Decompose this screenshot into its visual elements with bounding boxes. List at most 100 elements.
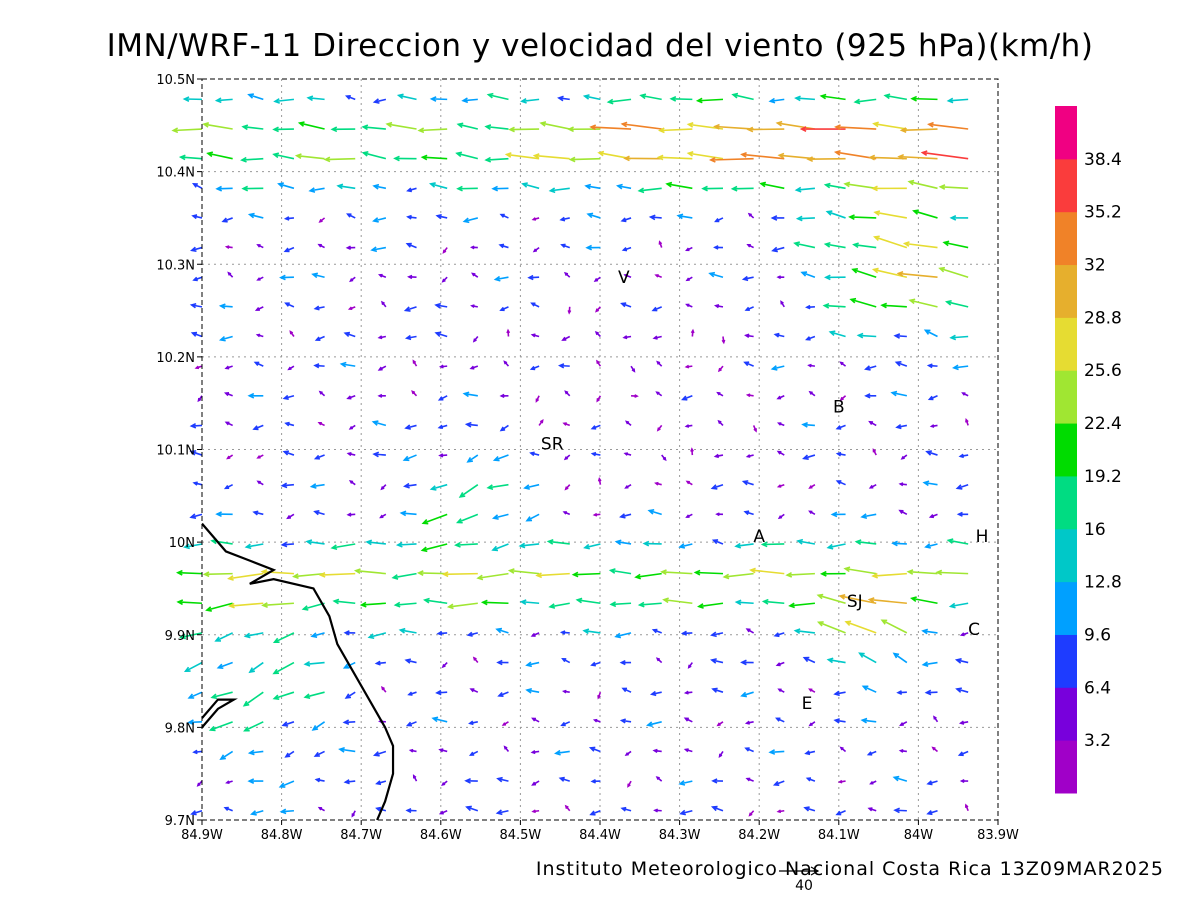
wind-arrow-shaft [824,304,846,308]
wind-arrow [582,94,601,101]
wind-arrow [780,300,785,308]
wind-arrow-shaft [495,276,509,281]
wind-arrow [964,803,969,812]
wind-arrow-head [486,92,494,99]
wind-arrow-head [535,398,540,403]
wind-arrow-head [710,631,717,638]
coastline-path [201,522,395,821]
wind-arrow-head [648,214,656,221]
wind-arrow-shaft [355,569,386,575]
wind-arrow-head [503,745,508,750]
wind-arrow [740,691,754,698]
wind-arrow [557,95,570,102]
wind-arrow-head [679,809,686,816]
wind-arrow [825,210,846,219]
wind-arrow [486,483,509,490]
wind-arrow [740,659,754,666]
wind-arrow [710,631,724,638]
wind-arrow-head [651,628,658,634]
wind-arrow [946,97,969,104]
wind-arrow [949,214,969,221]
wind-arrow [247,749,264,756]
wind-arrow-head [776,809,782,814]
wind-arrow-head [282,450,289,456]
wind-arrow-shaft [464,217,479,223]
wind-arrow [558,363,570,369]
wind-arrow-head [171,127,179,134]
wind-arrow [743,510,754,516]
wind-arrow-head [864,365,871,371]
wind-arrow-head [799,126,807,132]
wind-arrow-head [716,722,721,727]
wind-arrow [714,217,724,223]
wind-arrow [816,593,846,605]
wind-arrow-head [899,127,907,134]
wind-arrow [561,689,570,694]
wind-arrow [711,778,723,784]
wind-arrow-head [525,661,533,668]
wind-arrow-head [249,810,257,816]
wind-arrow [623,452,632,456]
wind-arrow-head [806,156,814,163]
wind-arrow-head [508,126,515,133]
wind-arrow-head [495,627,503,634]
wind-arrow-head [558,776,565,782]
wind-arrow-head [557,95,564,102]
wind-arrow-head [434,331,442,338]
wind-arrow-head [342,663,350,669]
wind-arrow-shaft [374,453,386,456]
wind-arrow [620,121,662,130]
y-tick-label: 10N [169,536,195,551]
wind-arrow-head [519,599,527,605]
wind-arrow-shaft [303,602,325,610]
wind-arrow-head [330,544,338,551]
wind-arrow [646,721,662,728]
wind-arrow [925,450,938,456]
wind-arrow-head [681,395,688,401]
wind-arrow-head [808,688,813,692]
wind-arrow-shaft [658,156,693,160]
wind-arrow-shaft [217,187,233,190]
wind-arrow [711,539,724,545]
wind-arrow-shaft [418,572,448,575]
wind-arrow-head [197,397,202,403]
wind-arrow-head [734,599,742,606]
wind-arrow [684,364,693,369]
wind-arrow-head [206,151,214,158]
wind-arrow-head [561,689,567,694]
wind-arrow-head [686,122,694,128]
wind-arrow [685,246,693,252]
wind-arrow-head [506,328,511,334]
wind-arrow-shaft [282,543,294,546]
wind-arrow [560,243,571,249]
wind-arrow-head [697,603,704,609]
wind-arrow [361,151,387,160]
wind-arrow-head [286,514,292,520]
wind-arrow-head [596,359,600,364]
wind-arrow [282,450,295,456]
colorbar-segment [1055,370,1077,424]
wind-arrow [491,185,509,192]
wind-arrow-head [835,451,842,457]
wind-arrow-head [656,360,661,365]
wind-arrow [503,360,510,367]
wind-arrow [826,543,846,550]
wind-arrow [402,454,417,462]
wind-arrow [496,776,509,783]
wind-arrow-head [893,807,900,814]
wind-arrow [583,543,601,550]
wind-arrow-head [558,363,565,369]
wind-arrow-head [470,304,475,309]
wind-arrow [247,778,264,784]
wind-arrow-head [823,182,831,189]
wind-arrow-head [507,568,515,574]
wind-arrow-head [608,568,616,574]
wind-arrow-head [924,689,932,696]
wind-arrow-head [484,124,492,130]
wind-arrow [746,243,754,249]
wind-arrow-head [652,335,658,340]
wind-arrow-head [714,218,720,223]
wind-arrow [495,809,509,816]
wind-arrow-head [223,806,229,811]
